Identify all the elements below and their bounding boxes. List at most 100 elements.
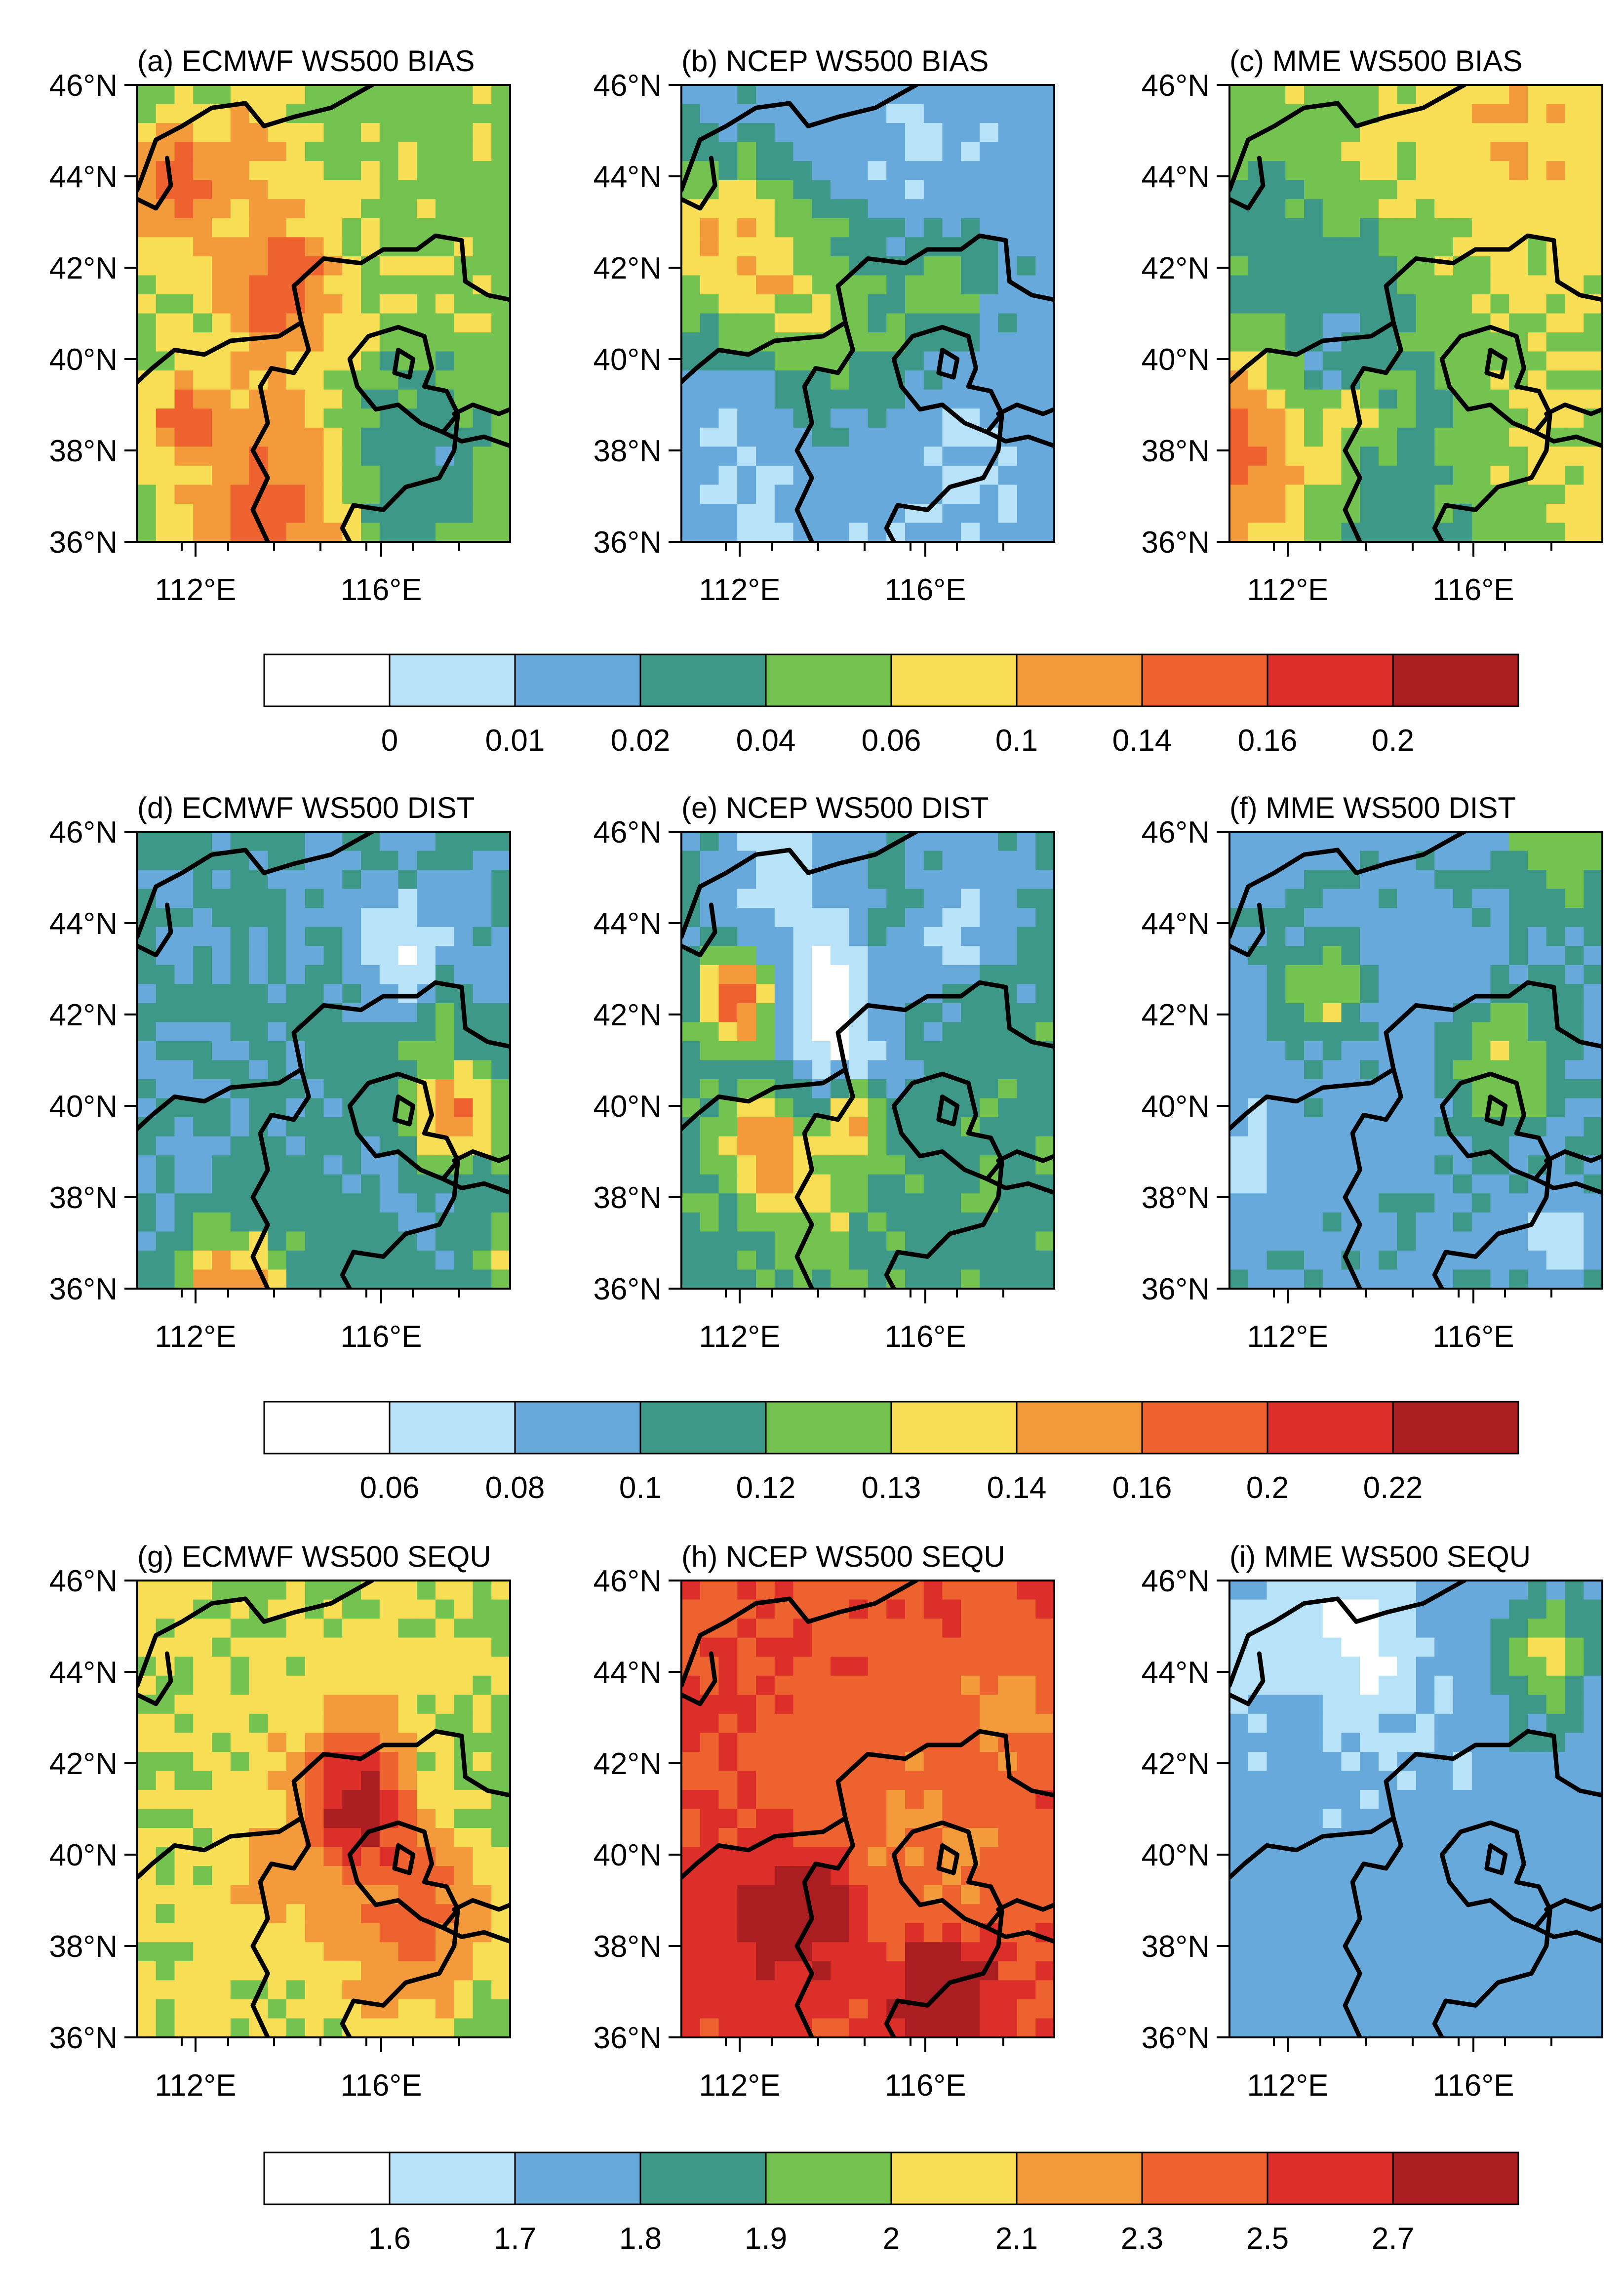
contour-cell	[737, 1675, 756, 1696]
y-tick-label: 46°N	[593, 815, 662, 850]
contour-cell	[193, 1885, 212, 1905]
contour-cell	[342, 180, 361, 200]
contour-cell	[1416, 1733, 1435, 1752]
contour-cell	[849, 1250, 869, 1270]
contour-cell	[1035, 1136, 1054, 1156]
contour-cell	[868, 218, 887, 238]
panel-title: (d) ECMWF WS500 DIST	[137, 791, 475, 824]
contour-cell	[868, 889, 887, 908]
contour-cell	[980, 870, 999, 890]
contour-cell	[174, 1961, 194, 1981]
contour-cell	[774, 870, 794, 890]
contour-cell	[700, 1231, 719, 1251]
contour-cell	[942, 1174, 962, 1194]
y-tick-label: 38°N	[1141, 1181, 1210, 1215]
y-tick-label: 46°N	[593, 1564, 662, 1598]
contour-cell	[230, 85, 250, 105]
contour-cell	[831, 180, 850, 200]
contour-cell	[398, 1751, 418, 1772]
contour-cell	[323, 1942, 343, 1962]
contour-cell	[212, 1809, 231, 1828]
contour-cell	[1584, 1212, 1602, 1232]
contour-cell	[342, 1771, 361, 1790]
contour-cell	[886, 870, 906, 890]
contour-cell	[417, 1675, 436, 1696]
contour-cell	[473, 161, 492, 181]
contour-cell	[1322, 1619, 1342, 1638]
contour-cell	[1434, 161, 1454, 181]
contour-cell	[1528, 503, 1547, 524]
contour-cell	[342, 965, 361, 985]
contour-cell	[1397, 275, 1417, 295]
contour-cell	[230, 1117, 250, 1137]
contour-cell	[774, 465, 794, 486]
contour-cell	[718, 965, 738, 985]
contour-cell	[1490, 965, 1510, 985]
contour-cell	[774, 1619, 794, 1638]
contour-cell	[249, 1581, 269, 1600]
contour-cell	[1490, 2018, 1510, 2037]
contour-cell	[1490, 1942, 1510, 1962]
contour-cell	[268, 1942, 287, 1962]
contour-cell	[1341, 180, 1361, 200]
contour-cell	[379, 1041, 399, 1061]
contour-cell	[361, 1599, 380, 1619]
contour-cell	[812, 1885, 831, 1905]
contour-cell	[737, 1193, 756, 1213]
contour-cell	[1528, 1695, 1547, 1714]
contour-cell	[756, 1250, 775, 1270]
contour-cell	[212, 1581, 231, 1600]
contour-cell	[905, 465, 924, 486]
contour-cell	[1490, 294, 1510, 314]
contour-cell	[1248, 85, 1268, 105]
contour-cell	[174, 275, 194, 295]
contour-cell	[323, 237, 343, 257]
contour-cell	[1528, 256, 1547, 276]
contour-cell	[1304, 1581, 1323, 1600]
contour-cell	[417, 1041, 436, 1061]
contour-cell	[1229, 523, 1249, 542]
contour-cell	[1379, 465, 1398, 486]
contour-cell	[137, 1999, 157, 2019]
contour-cell	[1229, 503, 1249, 524]
contour-cell	[473, 1733, 492, 1752]
contour-cell	[193, 1193, 212, 1213]
contour-cell	[756, 503, 775, 524]
contour-cell	[1304, 1885, 1323, 1905]
contour-cell	[831, 523, 850, 542]
contour-cell	[230, 523, 250, 542]
contour-cell	[249, 1809, 269, 1828]
contour-cell	[1509, 446, 1528, 466]
contour-cell	[1379, 218, 1398, 238]
contour-cell	[1285, 1828, 1305, 1848]
contour-cell	[849, 1174, 869, 1194]
contour-cell	[737, 1771, 756, 1790]
contour-cell	[1360, 1155, 1379, 1175]
contour-cell	[193, 832, 212, 852]
contour-cell	[1565, 332, 1584, 352]
contour-cell	[1471, 832, 1491, 852]
contour-cell	[230, 984, 250, 1004]
contour-cell	[491, 1771, 510, 1790]
contour-cell	[1035, 832, 1054, 852]
contour-cell	[923, 870, 943, 890]
contour-cell	[718, 256, 738, 276]
contour-cell	[268, 370, 287, 390]
contour-cell	[342, 1695, 361, 1714]
contour-cell	[886, 1675, 906, 1696]
contour-cell	[212, 313, 231, 333]
province-boundary-line	[440, 1176, 510, 1195]
contour-cell	[980, 275, 999, 295]
province-boundary-line	[835, 233, 1054, 302]
contour-cell	[1565, 237, 1584, 257]
panel-title: (b) NCEP WS500 BIAS	[681, 44, 989, 78]
contour-cell	[398, 1771, 418, 1790]
contour-cell	[718, 1866, 738, 1886]
contour-cell	[436, 503, 455, 524]
contour-cell	[961, 199, 980, 219]
contour-cell	[1035, 1193, 1054, 1213]
contour-cell	[249, 984, 269, 1004]
contour-cell	[1509, 85, 1528, 105]
contour-cell	[417, 1619, 436, 1638]
contour-cell	[1434, 237, 1454, 257]
